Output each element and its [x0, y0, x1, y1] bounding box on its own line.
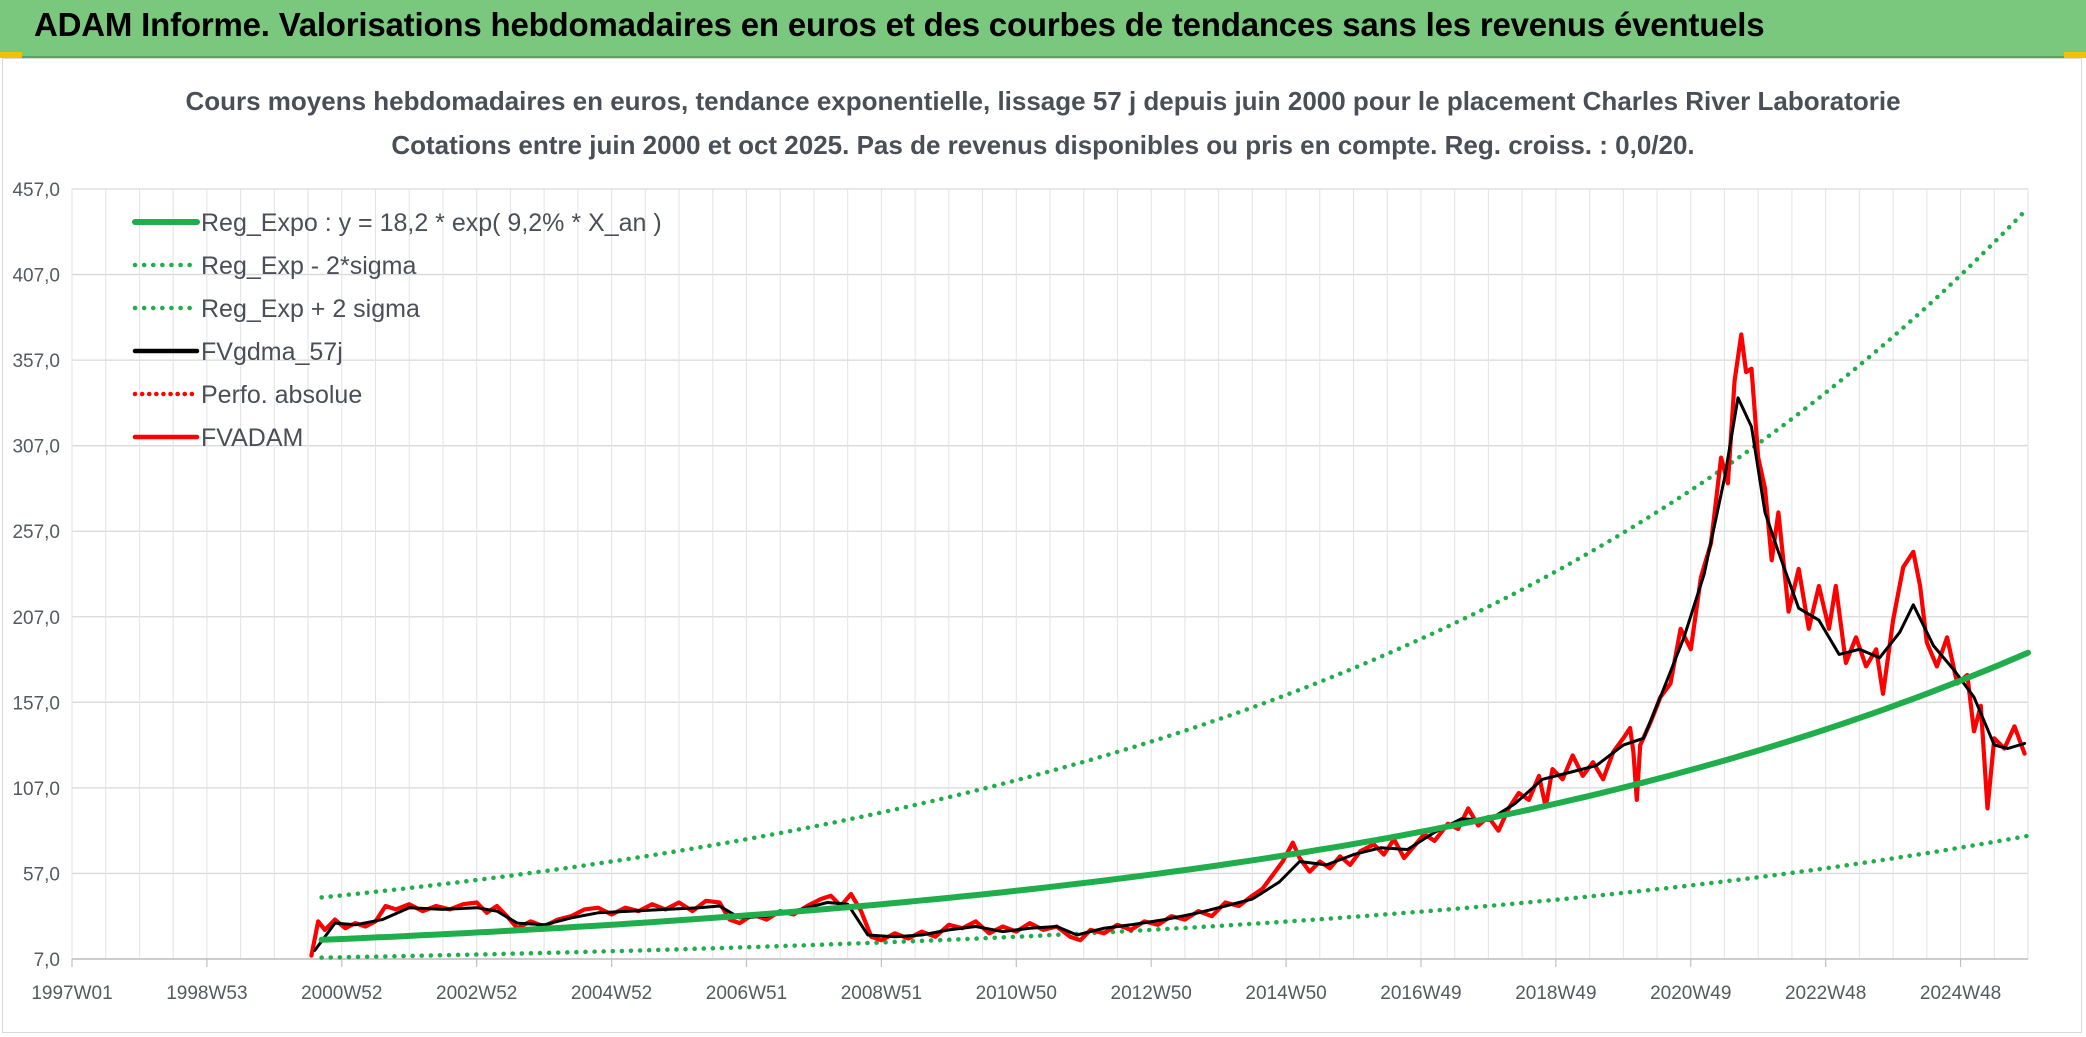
x-tick-label: 2014W50 — [1245, 983, 1326, 1004]
series-line-fvgdma — [313, 396, 2027, 952]
y-tick-label: 57,0 — [23, 864, 60, 885]
y-tick-label: 157,0 — [12, 693, 60, 714]
y-tick-label: 457,0 — [12, 180, 60, 201]
plot-series — [309, 205, 2031, 960]
series-line-fvadam — [309, 332, 2027, 958]
x-tick-label: 2006W51 — [706, 983, 787, 1004]
x-tick-label: 2018W49 — [1515, 983, 1596, 1004]
y-tick-label: 407,0 — [12, 266, 60, 287]
x-tick-label: 2008W51 — [841, 983, 922, 1004]
report-banner: ADAM Informe. Valorisations hebdomadaire… — [0, 0, 2086, 58]
x-tick-label: 1998W53 — [166, 983, 247, 1004]
x-axis-ticks: 1997W01 1998W53 2000W52 2002W52 2004W52 2006W… — [31, 959, 2001, 1004]
legend-label-reg_high: Reg_Exp + 2 sigma — [201, 295, 420, 323]
chart-subtitle: Cotations entre juin 2000 et oct 2025. P… — [391, 130, 1695, 160]
y-tick-label: 257,0 — [12, 522, 60, 543]
x-tick-label: 2022W48 — [1785, 983, 1866, 1004]
x-tick-label: 2004W52 — [571, 983, 652, 1004]
chart-title: Cours moyens hebdomadaires en euros, ten… — [185, 86, 1901, 116]
banner-corner-right — [2064, 52, 2086, 58]
series-line-reg_low — [319, 833, 2031, 960]
legend-label-reg: Reg_Expo : y = 18,2 * exp( 9,2% * X_an ) — [201, 209, 662, 237]
x-tick-label: 2012W50 — [1111, 983, 1192, 1004]
banner-corner-left — [0, 52, 22, 58]
chart-frame — [2, 58, 2082, 1033]
x-tick-label: 2016W49 — [1380, 983, 1461, 1004]
y-tick-label: 7,0 — [34, 950, 60, 971]
chart-legend: Reg_Expo : y = 18,2 * exp( 9,2% * X_an )… — [132, 209, 662, 452]
series-line-reg — [318, 649, 2031, 943]
x-tick-label: 1997W01 — [31, 983, 112, 1004]
legend-label-perfo: Perfo. absolue — [201, 381, 362, 409]
y-tick-label: 107,0 — [12, 779, 60, 800]
x-tick-label: 2002W52 — [436, 983, 517, 1004]
chart-grid — [71, 188, 2029, 960]
report-title: ADAM Informe. Valorisations hebdomadaire… — [34, 6, 1765, 43]
legend-label-reg_low: Reg_Exp - 2*sigma — [201, 252, 416, 280]
y-tick-label: 357,0 — [12, 351, 60, 372]
y-tick-label: 207,0 — [12, 608, 60, 629]
y-tick-label: 307,0 — [12, 437, 60, 458]
x-tick-label: 2000W52 — [301, 983, 382, 1004]
legend-label-fvadam: FVADAM — [201, 424, 303, 452]
y-axis-ticks: 7,0 57,0 107,0 157,0 207,0 257,0 307,0 357,0 407… — [12, 180, 60, 971]
x-tick-label: 2010W50 — [976, 983, 1057, 1004]
legend-label-fvgdma: FVgdma_57j — [201, 338, 343, 366]
x-tick-label: 2020W49 — [1650, 983, 1731, 1004]
x-tick-label: 2024W48 — [1920, 983, 2001, 1004]
